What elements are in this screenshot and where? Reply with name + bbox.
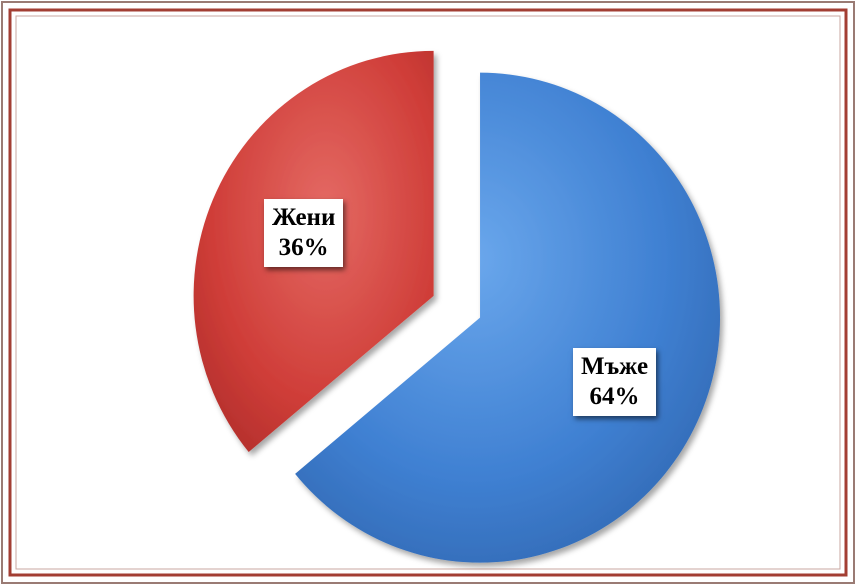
pie-slice-men — [295, 72, 721, 563]
slice-label-women: Жени 36% — [264, 199, 344, 267]
slice-label-value: 64% — [589, 383, 640, 410]
slice-label-name: Жени — [272, 204, 336, 231]
pie-slices — [193, 50, 721, 563]
slice-label-name: Мъже — [581, 353, 649, 380]
slice-label-value: 36% — [278, 234, 329, 261]
slice-label-men: Мъже 64% — [573, 348, 657, 416]
